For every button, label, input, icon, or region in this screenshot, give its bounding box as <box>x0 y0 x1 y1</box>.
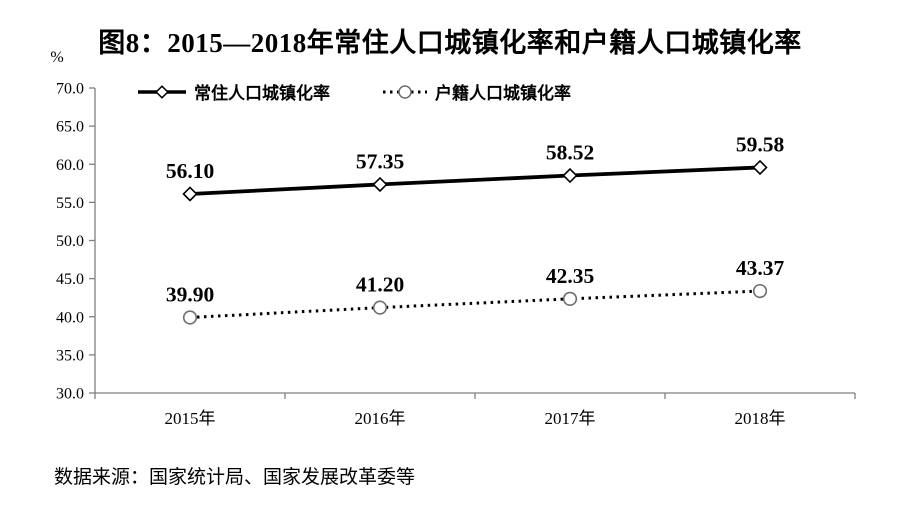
y-axis-tick-label: 45.0 <box>56 271 84 288</box>
data-point-marker <box>372 300 388 315</box>
data-point-label: 58.52 <box>546 141 594 165</box>
data-point-label: 41.20 <box>356 273 404 297</box>
y-axis-unit-label: % <box>50 49 64 66</box>
legend-label-hukou: 户籍人口城镇化率 <box>435 84 571 103</box>
y-axis-tick-label: 30.0 <box>56 386 84 403</box>
legend-item-resident-urbanization: 常住人口城镇化率 <box>137 79 330 104</box>
y-axis-tick-label: 35.0 <box>56 347 84 364</box>
series-line-0 <box>189 165 761 196</box>
y-axis-tick-label: 65.0 <box>56 119 84 136</box>
data-point-label: 57.35 <box>356 149 404 173</box>
data-point-marker <box>372 176 388 193</box>
data-point-marker <box>562 291 578 306</box>
data-point-marker <box>752 283 768 299</box>
data-point-marker <box>182 310 198 325</box>
legend-label-resident: 常住人口城镇化率 <box>194 84 330 103</box>
y-axis-tick-label: 60.0 <box>56 157 84 174</box>
x-axis-tick-label: 2017年 <box>545 409 596 428</box>
legend-item-hukou-urbanization: 户籍人口城镇化率 <box>382 79 571 104</box>
solid-line-diamond-swatch-icon <box>138 84 186 99</box>
x-axis-tick-label: 2016年 <box>355 409 406 428</box>
data-point-marker <box>752 159 768 176</box>
x-axis-tick-label: 2015年 <box>165 409 216 428</box>
data-point-label: 42.35 <box>546 264 594 288</box>
data-point-label: 59.58 <box>736 132 785 156</box>
dotted-line-circle-swatch-icon <box>383 84 427 99</box>
y-axis-tick-label: 70.0 <box>56 81 84 98</box>
series-line-1 <box>189 289 761 320</box>
y-axis-tick-label: 55.0 <box>56 195 84 212</box>
data-point-marker <box>562 167 578 184</box>
data-point-label: 56.10 <box>166 159 214 183</box>
chart-title: 图8：2015—2018年常住人口城镇化率和户籍人口城镇化率 <box>98 28 802 58</box>
data-point-label: 43.37 <box>736 256 785 280</box>
data-point-label: 39.90 <box>166 283 214 307</box>
y-axis-tick-label: 50.0 <box>56 233 84 250</box>
data-point-marker <box>182 186 198 202</box>
data-source-note: 数据来源：国家统计局、国家发展改革委等 <box>54 467 416 488</box>
x-axis-tick-label: 2018年 <box>735 409 786 428</box>
chart-legend: 常住人口城镇化率 户籍人口城镇化率 <box>137 79 571 104</box>
y-axis-tick-label: 40.0 <box>56 309 84 326</box>
